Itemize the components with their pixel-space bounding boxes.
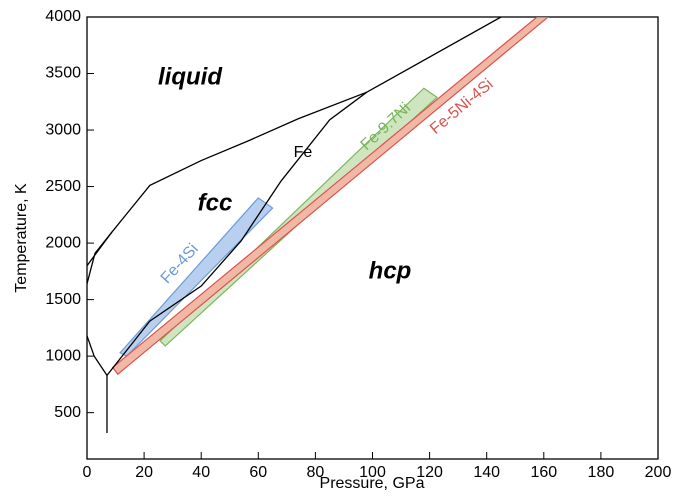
y-tick-label: 2500 (45, 178, 81, 195)
y-axis-label: Temperature, K (13, 183, 30, 293)
x-tick-label: 100 (359, 464, 386, 481)
phase-label: liquid (158, 63, 223, 90)
phase-label: Fe (294, 144, 313, 161)
y-tick-label: 3000 (45, 121, 81, 138)
x-tick-label: 140 (473, 464, 500, 481)
melting-band (111, 17, 550, 376)
x-axis-label: Pressure, GPa (320, 475, 425, 492)
y-tick-label: 3500 (45, 65, 81, 82)
x-tick-label: 60 (249, 464, 267, 481)
phase-boundary (87, 335, 108, 376)
x-tick-label: 40 (192, 464, 210, 481)
phase-boundary (87, 231, 113, 284)
y-tick-label: 2000 (45, 234, 81, 251)
x-tick-label: 180 (588, 464, 615, 481)
melting-band (119, 197, 274, 357)
phase-label: fcc (198, 189, 233, 216)
y-tick-label: 1500 (45, 291, 81, 308)
x-tick-label: 120 (416, 464, 443, 481)
x-tick-label: 160 (530, 464, 557, 481)
phase-boundary (106, 91, 368, 376)
x-tick-label: 200 (645, 464, 672, 481)
y-tick-label: 500 (54, 404, 81, 421)
x-tick-label: 20 (135, 464, 153, 481)
y-tick-label: 1000 (45, 347, 81, 364)
x-tick-label: 80 (307, 464, 325, 481)
y-tick-label: 4000 (45, 8, 81, 25)
phase-boundary (87, 17, 502, 267)
phase-label: hcp (369, 257, 412, 284)
x-tick-label: 0 (83, 464, 92, 481)
